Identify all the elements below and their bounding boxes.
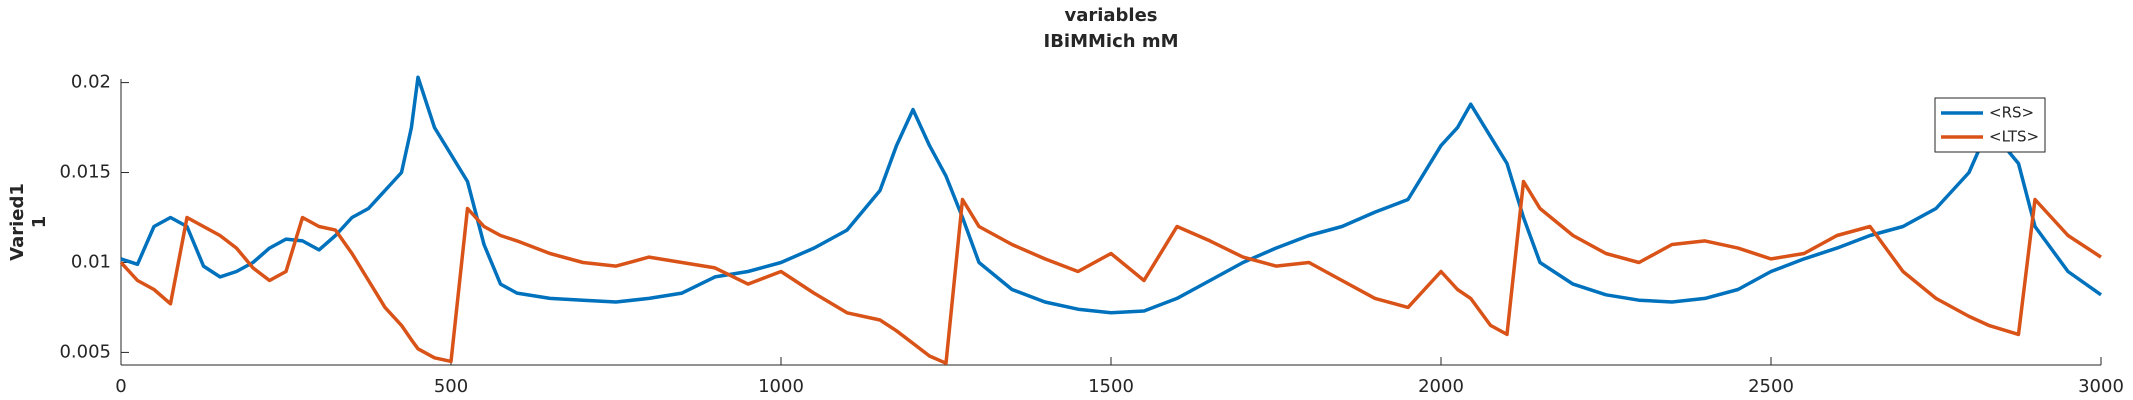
chart-subtitle: IBiMMich mM	[1044, 31, 1179, 52]
y-tick-label: 0.02	[71, 72, 111, 93]
x-tick-label: 2500	[1748, 376, 1794, 397]
x-tick-label: 500	[434, 376, 468, 397]
y-tick-label: 0.005	[59, 341, 111, 362]
legend-label: <RS>	[1989, 104, 2034, 122]
x-tick-label: 0	[115, 376, 126, 397]
legend-box	[1934, 97, 2046, 153]
x-tick-label: 3000	[2078, 376, 2124, 397]
line-series	[120, 75, 2103, 315]
y-tick-label: 0.01	[71, 251, 111, 272]
x-tick-label: 1500	[1088, 376, 1134, 397]
y-axis-label: 1	[29, 216, 50, 229]
legend-label: <LTS>	[1989, 128, 2039, 146]
y-axis-label: Varied1	[7, 183, 28, 261]
line-series	[119, 179, 2102, 365]
x-tick-label: 2000	[1418, 376, 1464, 397]
chart-title: variables	[1064, 5, 1157, 26]
x-tick-label: 1000	[758, 376, 804, 397]
y-tick-label: 0.015	[59, 162, 111, 183]
